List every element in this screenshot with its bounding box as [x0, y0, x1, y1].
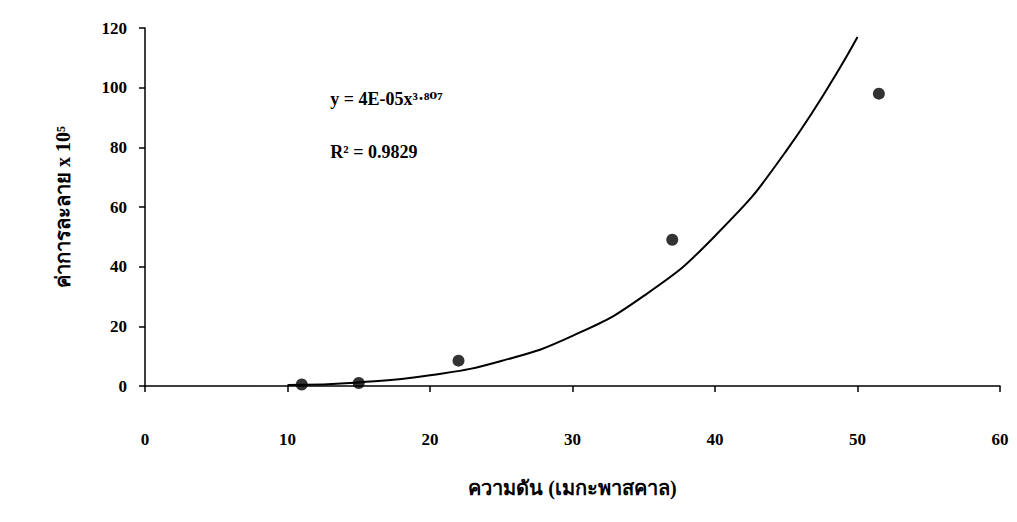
- svg-text:60: 60: [110, 198, 127, 217]
- svg-text:20: 20: [422, 430, 439, 449]
- svg-text:80: 80: [110, 138, 127, 157]
- svg-text:100: 100: [102, 78, 128, 97]
- svg-text:20: 20: [110, 317, 127, 336]
- svg-text:R² = 0.9829: R² = 0.9829: [330, 142, 417, 162]
- svg-text:40: 40: [707, 430, 724, 449]
- svg-text:30: 30: [564, 430, 581, 449]
- svg-text:0: 0: [141, 430, 150, 449]
- svg-text:ค่าการละลาย x 10⁵: ค่าการละลาย x 10⁵: [52, 126, 74, 288]
- svg-text:10: 10: [279, 430, 296, 449]
- svg-text:120: 120: [102, 19, 128, 38]
- svg-text:ความดัน (เมกะพาสคาล): ความดัน (เมกะพาสคาล): [468, 477, 676, 500]
- svg-text:60: 60: [992, 430, 1009, 449]
- svg-text:y = 4E-05x³·⁸⁰⁷: y = 4E-05x³·⁸⁰⁷: [330, 89, 443, 109]
- svg-text:40: 40: [110, 257, 127, 276]
- svg-text:0: 0: [119, 377, 128, 396]
- svg-text:50: 50: [849, 430, 866, 449]
